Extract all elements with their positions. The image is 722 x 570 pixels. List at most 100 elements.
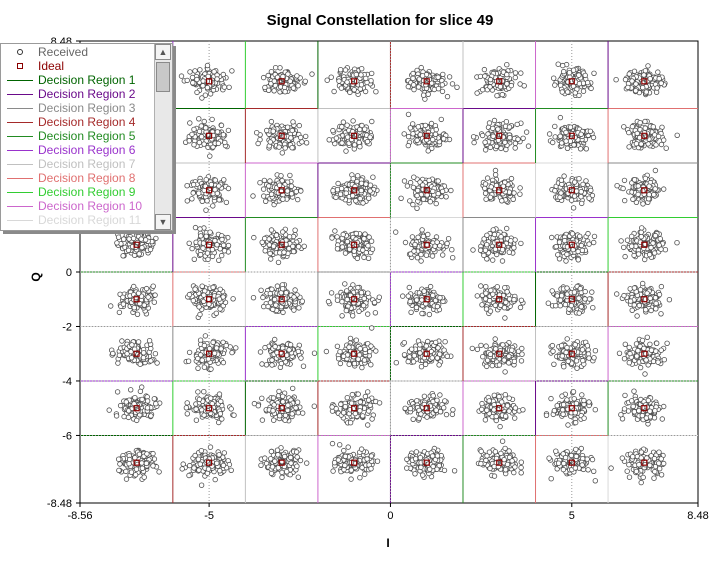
received-point [358,290,365,296]
received-point [198,233,204,239]
received-point [368,453,375,459]
received-point [405,83,411,90]
received-point [332,228,338,234]
received-point [441,405,447,411]
received-point [369,325,375,331]
received-point [257,349,264,355]
received-point [262,248,268,254]
received-point [261,177,268,184]
received-point [288,135,294,141]
received-point [282,453,288,460]
received-point [267,139,273,145]
received-point [348,400,355,406]
received-point [360,200,366,206]
received-point [437,295,443,301]
received-point [288,460,294,466]
received-point [120,294,126,300]
received-point [116,352,123,358]
received-point [107,303,114,309]
received-point [194,76,200,83]
received-point [189,245,195,252]
received-point [151,396,157,402]
received-point [276,182,283,188]
received-point [418,411,424,417]
received-point [299,298,305,304]
received-point [405,142,411,149]
received-point [120,253,126,259]
received-point [363,181,369,187]
received-point [279,474,285,481]
received-point [407,179,414,186]
received-point [195,389,201,395]
received-point [344,296,350,303]
received-point [362,346,368,353]
received-point [214,129,221,135]
received-point [423,252,430,258]
received-point [333,135,340,141]
received-point [272,64,279,71]
received-point [274,447,281,453]
received-point [410,75,416,82]
received-point [115,234,122,240]
received-point [218,122,225,129]
received-point [223,342,229,349]
received-point [406,284,412,291]
received-point [429,453,436,459]
received-point [425,148,431,154]
received-point [441,136,447,142]
received-point [344,122,350,128]
received-point [426,311,433,318]
received-point [189,196,195,202]
received-point [218,346,224,352]
received-point [338,401,344,407]
received-point [366,408,372,414]
received-point [292,287,298,293]
received-point [363,249,369,256]
received-point [263,362,270,368]
received-point [254,129,260,136]
received-point [424,414,430,420]
received-point [220,462,227,469]
received-point [189,74,196,81]
received-point [350,313,356,319]
received-point [427,283,434,290]
received-point [295,196,301,203]
received-point [401,340,407,346]
received-point [120,236,127,242]
received-point [196,467,202,473]
received-point [334,246,341,252]
received-point [199,283,205,289]
received-point [148,413,154,419]
received-point [357,195,363,202]
received-point [435,85,442,92]
received-point [365,397,372,403]
received-point [365,422,371,428]
received-point [410,359,417,365]
received-point [410,121,416,127]
received-point [212,177,218,183]
received-point [125,247,132,253]
received-point [198,448,205,454]
received-point [209,246,216,253]
received-point [409,234,416,240]
received-point [344,395,350,401]
received-point [139,396,145,403]
received-point [433,126,439,133]
received-point [369,416,375,422]
received-point [353,230,359,237]
received-point [184,400,190,406]
received-point [343,307,349,314]
received-point [415,124,421,130]
received-point [405,111,412,118]
received-point [132,472,139,478]
received-point [286,234,293,240]
received-point [405,133,412,140]
received-point [278,173,284,179]
received-point [422,361,429,368]
received-point [451,468,458,474]
received-point [329,440,336,447]
received-point [300,363,307,369]
received-points [104,61,680,488]
received-point [339,124,345,130]
received-point [269,362,275,368]
